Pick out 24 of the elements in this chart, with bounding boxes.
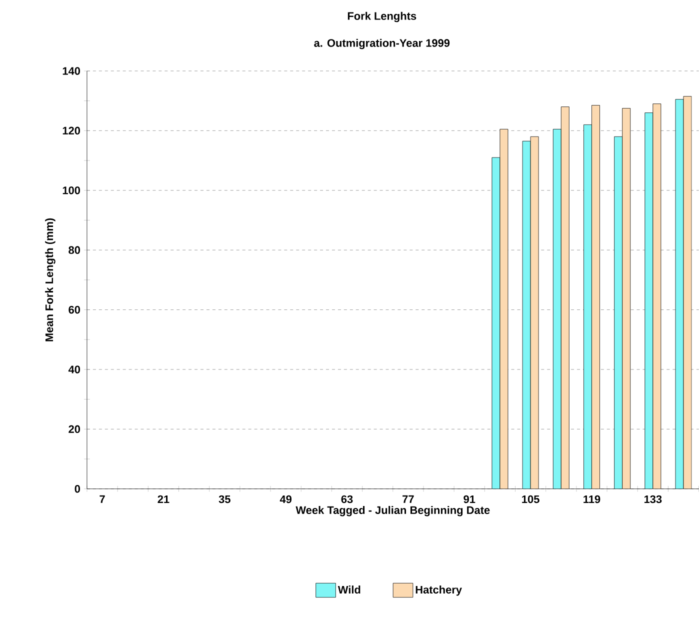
y-tick-label: 40 [68,366,80,374]
y-axis-title: Mean Fork Length (mm) [45,218,56,342]
chart-subtitle: a. Outmigration-Year 1999 [314,38,450,50]
x-tick-label: 63 [341,495,353,504]
chart-title: Fork Lenghts [348,12,416,22]
y-tick-label: 60 [68,306,80,314]
x-tick-label: 105 [522,495,540,504]
x-tick-label: 49 [280,495,292,504]
x-tick-label: 77 [402,495,414,503]
y-tick-label: 140 [62,67,80,75]
x-tick-label: 35 [218,495,230,504]
y-tick-label: 120 [62,126,80,135]
y-tick-label: 100 [62,186,80,194]
x-tick-label: 91 [464,495,476,504]
x-axis-title: Week Tagged - Julian Beginning Date [296,506,490,516]
y-tick-label: 80 [68,246,80,254]
x-tick-label: 21 [158,495,170,504]
x-tick-label: 7 [100,495,105,503]
x-tick-label: 133 [644,495,662,504]
legend-label: Wild [338,586,360,594]
legend-label: Hatchery [416,586,462,596]
y-tick-label: 20 [68,425,80,434]
y-tick-label: 0 [74,485,80,493]
x-tick-label: 119 [584,495,600,504]
